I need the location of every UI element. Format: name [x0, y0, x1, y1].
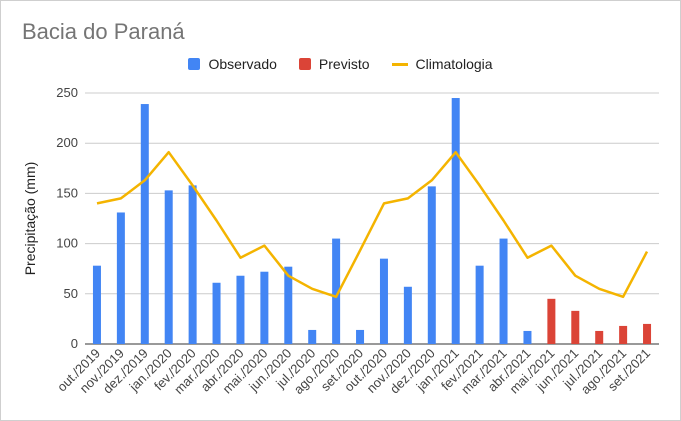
y-tick-label: 0: [71, 336, 78, 351]
bar-observado: [475, 265, 484, 344]
bar-observado: [332, 238, 341, 344]
legend-swatch-previsto: [298, 58, 311, 70]
legend-label-observado: Observado: [208, 56, 277, 72]
legend-swatch-climatologia: [391, 62, 408, 66]
bar-previsto: [595, 330, 604, 344]
y-tick-label: 50: [64, 286, 78, 301]
bar-observado: [260, 271, 269, 344]
bar-observado: [188, 185, 197, 344]
bar-previsto: [547, 298, 556, 344]
bar-observado: [403, 286, 412, 344]
y-tick-label: 200: [56, 135, 78, 150]
line-climatologia: [96, 150, 649, 299]
y-tick-label: 150: [56, 185, 78, 200]
bar-observado: [379, 258, 388, 344]
y-tick-label: 250: [56, 85, 78, 100]
bar-previsto: [619, 325, 628, 344]
bar-previsto: [571, 310, 580, 344]
bar-observado: [427, 186, 436, 344]
legend-item-previsto[interactable]: Previsto: [298, 56, 370, 72]
legend-label-previsto: Previsto: [318, 56, 370, 72]
legend-label-climatologia: Climatologia: [415, 56, 493, 72]
legend-swatch-observado: [188, 58, 201, 70]
bar-observado: [356, 329, 365, 344]
bar-observado: [499, 238, 508, 344]
y-axis-title: Precipitação (mm): [22, 162, 38, 276]
legend: Observado Previsto Climatologia: [1, 56, 680, 72]
y-tick-label: 100: [56, 236, 78, 251]
bar-observado: [308, 329, 317, 344]
bar-observado: [116, 212, 125, 344]
bar-observado: [164, 190, 173, 344]
legend-item-observado[interactable]: Observado: [188, 56, 277, 72]
bar-observado: [212, 282, 221, 344]
bar-observado: [284, 266, 293, 344]
legend-item-climatologia[interactable]: Climatologia: [391, 56, 493, 72]
bar-observado: [236, 275, 245, 344]
bar-observado: [92, 265, 101, 344]
bar-observado: [523, 330, 532, 344]
bar-previsto: [643, 323, 652, 344]
bar-observado: [140, 104, 149, 344]
bar-observado: [451, 98, 460, 345]
chart-title: Bacia do Paraná: [22, 19, 185, 44]
